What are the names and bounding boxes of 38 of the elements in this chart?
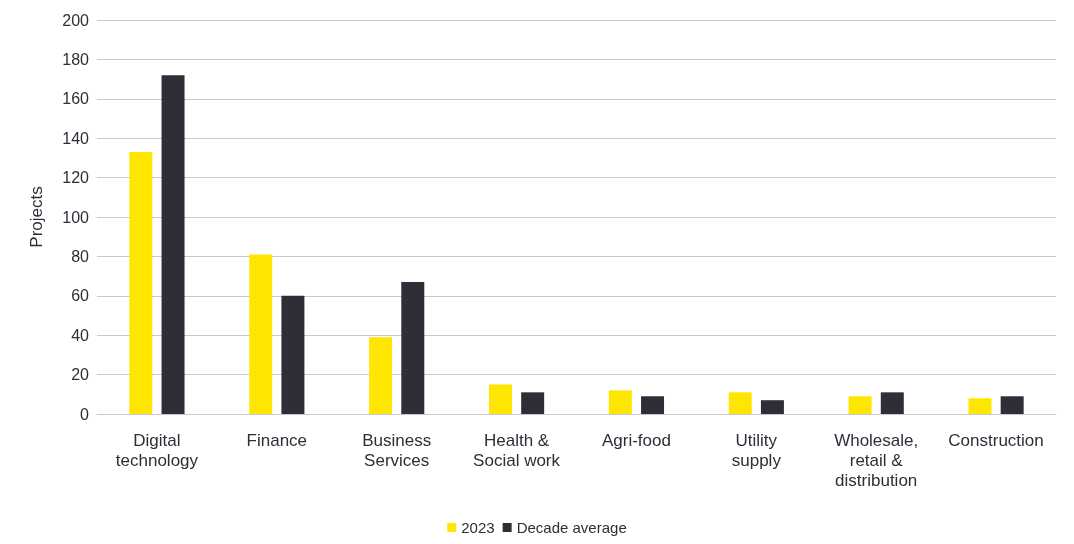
x-tick-label: Digital technology [115, 430, 199, 470]
bar [848, 396, 872, 414]
y-axis-title: Projects [27, 186, 46, 248]
y-tick-label: 180 [62, 50, 90, 68]
y-tick-label: 20 [71, 366, 90, 384]
bar [1000, 396, 1024, 414]
x-tick-label: Finance [246, 430, 308, 450]
x-tick-label: Wholesale, retail & distribution [834, 430, 919, 490]
y-tick-label: 100 [62, 208, 90, 226]
bar [369, 337, 393, 414]
bar [161, 75, 185, 414]
y-tick-label: 60 [71, 287, 90, 305]
bar [760, 400, 784, 414]
y-tick-label: 80 [71, 247, 90, 265]
bar [129, 151, 153, 414]
bar [968, 398, 992, 414]
bar [401, 282, 425, 414]
y-tick-label: 120 [62, 169, 90, 187]
y-tick-label: 140 [62, 129, 90, 147]
x-tick-label: Agri-food [601, 430, 671, 450]
bar [880, 392, 904, 414]
bar [608, 390, 632, 414]
y-tick-label: 200 [62, 11, 90, 29]
bar [728, 392, 752, 414]
bar [521, 392, 545, 414]
y-tick-label: 0 [80, 405, 90, 423]
bar [281, 295, 305, 414]
x-tick-label: Construction [948, 430, 1044, 450]
bar [641, 396, 665, 414]
bar [488, 384, 512, 414]
legend-label: 2023 [461, 519, 495, 536]
x-tick-label: Health & Social work [473, 430, 561, 470]
x-tick-label: Business Services [362, 430, 432, 470]
y-tick-label: 160 [62, 90, 90, 108]
x-tick-label: Utility supply [731, 430, 782, 470]
bar [249, 254, 273, 414]
y-tick-label: 40 [71, 326, 90, 344]
legend-label: Decade average [516, 519, 627, 536]
